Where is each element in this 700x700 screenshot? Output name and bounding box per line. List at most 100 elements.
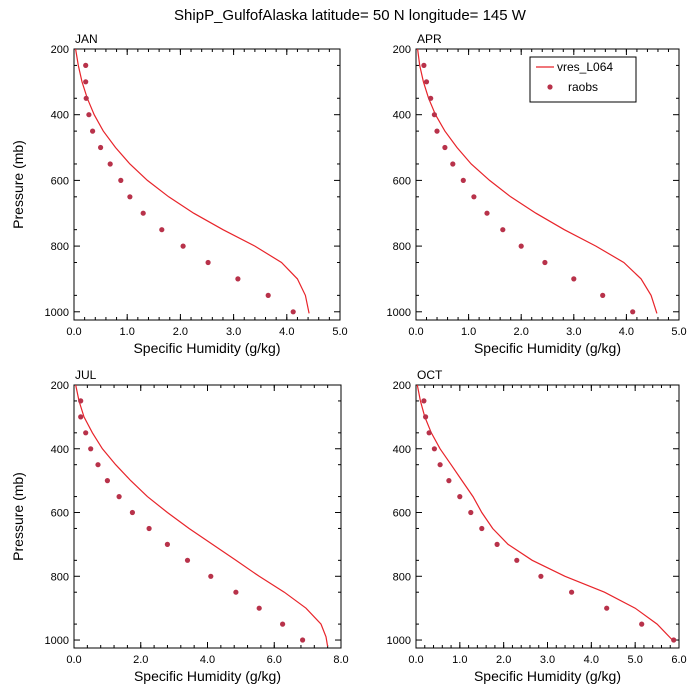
obs-point (484, 210, 490, 216)
obs-point (471, 194, 477, 200)
x-axis-label: Specific Humidity (g/kg) (134, 668, 281, 684)
x-tick-label: 2.0 (514, 326, 529, 338)
obs-point (426, 430, 432, 436)
obs-point (159, 227, 165, 233)
obs-point (479, 525, 485, 532)
x-tick-label: 2.0 (496, 654, 511, 666)
obs-point (671, 637, 677, 643)
obs-point (78, 398, 84, 404)
obs-point (140, 210, 146, 216)
obs-point (184, 557, 191, 563)
x-tick-label: 4.0 (200, 654, 215, 666)
obs-point (83, 79, 89, 85)
x-tick-label: 4.0 (279, 326, 294, 338)
y-tick-label: 600 (393, 175, 411, 187)
obs-point (460, 177, 466, 183)
legend-obs-label: raobs (568, 80, 598, 94)
panels: JAN 200 400 600 800 1000 0.0 1.0 2.0 3.0 4.0 5.0 Spe… (10, 32, 687, 684)
y-tick-label: 200 (51, 380, 69, 392)
obs-point (630, 309, 636, 315)
obs-point (431, 112, 437, 118)
x-tick-label: 3.0 (540, 654, 555, 666)
x-axis-label: Specific Humidity (g/kg) (474, 668, 621, 684)
panel-oct: OCT 200 400 600 800 1000 0.0 1.0 2.0 3.0 4.0 5.0 6.0… (387, 368, 687, 684)
panel-label: OCT (417, 368, 443, 382)
obs-point (442, 144, 448, 151)
obs-point (604, 605, 610, 611)
obs-point (569, 589, 575, 595)
y-tick-label: 800 (393, 571, 411, 583)
x-tick-label: 2.0 (173, 326, 188, 338)
y-axis-label: Pressure (mb) (10, 472, 26, 561)
y-tick-label: 400 (51, 444, 69, 456)
obs-point (542, 259, 548, 266)
obs-point (423, 414, 429, 420)
obs-point (280, 621, 286, 627)
obs-point (265, 292, 271, 298)
x-tick-label: 1.0 (452, 654, 467, 666)
obs-point (78, 414, 84, 420)
x-tick-label: 2.0 (133, 654, 148, 666)
obs-point (468, 509, 474, 516)
obs-point (118, 177, 124, 183)
obs-point (104, 478, 110, 484)
obs-point (457, 494, 463, 500)
x-tick-label: 0.0 (408, 654, 423, 666)
panel-label: JAN (75, 32, 98, 46)
y-tick-label: 800 (51, 241, 69, 253)
y-tick-label: 1000 (45, 307, 69, 319)
model-profile-line (417, 48, 658, 314)
obs-point (300, 637, 306, 643)
obs-point (127, 194, 133, 200)
obs-point (639, 621, 645, 627)
obs-point (423, 79, 430, 85)
x-tick-label: 0.0 (66, 654, 81, 666)
obs-point (86, 112, 92, 118)
obs-point (421, 398, 427, 404)
obs-point (83, 62, 89, 68)
plot-frame (73, 384, 342, 649)
plot-frame (415, 48, 680, 321)
model-profile-line (75, 384, 329, 647)
y-tick-label: 400 (51, 110, 69, 122)
obs-point (450, 161, 456, 167)
y-tick-label: 1000 (45, 635, 69, 647)
obs-point (116, 494, 122, 500)
obs-point (129, 509, 135, 516)
obs-point (107, 161, 113, 167)
obs-point (208, 573, 214, 579)
obs-point (494, 541, 500, 548)
y-tick-label: 600 (51, 508, 69, 520)
obs-point (514, 557, 520, 563)
plot-frame (415, 384, 680, 649)
x-tick-label: 3.0 (226, 326, 241, 338)
obs-point (437, 462, 443, 468)
legend: vres_L064 raobs (529, 56, 637, 103)
x-tick-label: 1.0 (461, 326, 476, 338)
x-tick-label: 3.0 (566, 326, 581, 338)
x-tick-label: 5.0 (628, 654, 643, 666)
obs-point (421, 62, 427, 68)
obs-point (83, 430, 89, 436)
panel-label: JUL (75, 368, 97, 382)
legend-box (529, 56, 637, 103)
obs-point (518, 243, 524, 249)
obs-point (88, 446, 94, 452)
legend-model-label: vres_L064 (557, 60, 613, 74)
obs-point (146, 525, 152, 532)
x-tick-label: 5.0 (332, 326, 347, 338)
x-axis-label: Specific Humidity (g/kg) (474, 340, 621, 356)
y-tick-label: 200 (393, 44, 411, 56)
x-tick-label: 6.0 (267, 654, 282, 666)
y-tick-label: 200 (51, 44, 69, 56)
y-tick-label: 200 (393, 380, 411, 392)
chart-title: ShipP_GulfofAlaska latitude= 50 N longit… (174, 7, 527, 24)
x-tick-label: 8.0 (333, 654, 348, 666)
obs-point (538, 573, 544, 579)
obs-point (90, 128, 96, 134)
obs-point (428, 95, 434, 101)
obs-point (98, 144, 104, 151)
x-tick-label: 0.0 (408, 326, 423, 338)
panel-apr: APR 200 400 600 800 1000 0.0 1.0 2.0 3.0 4.0 5.0 Spe… (387, 32, 687, 356)
